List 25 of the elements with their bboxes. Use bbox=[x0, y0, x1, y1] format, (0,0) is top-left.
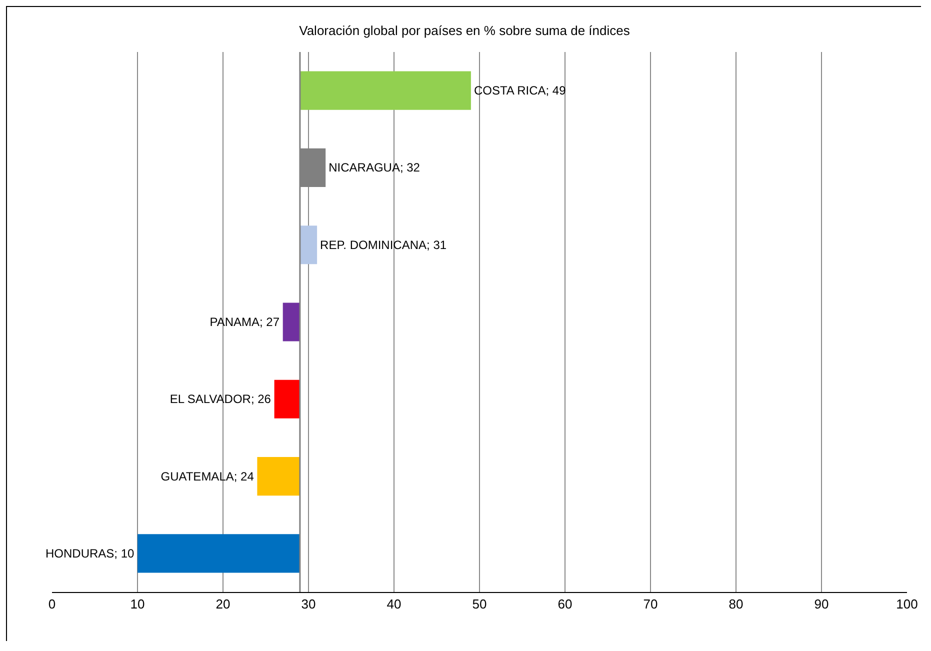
bar bbox=[138, 534, 300, 573]
data-label: COSTA RICA; 49 bbox=[474, 84, 566, 98]
chart-title: Valoración global por países en % sobre suma de índices bbox=[299, 23, 630, 38]
bar bbox=[274, 380, 300, 418]
data-label: PANAMA; 27 bbox=[210, 315, 280, 329]
bar bbox=[282, 302, 300, 342]
x-tick-label: 70 bbox=[643, 596, 658, 612]
data-label: EL SALVADOR; 26 bbox=[170, 392, 272, 406]
x-tick-label: 0 bbox=[48, 596, 56, 612]
x-tick-label: 50 bbox=[472, 596, 487, 612]
x-tick-label: 90 bbox=[814, 596, 829, 612]
bar bbox=[300, 226, 318, 264]
x-tick-label: 40 bbox=[386, 596, 402, 612]
bar bbox=[300, 71, 471, 110]
x-tick-label: 20 bbox=[216, 596, 230, 612]
data-label: REP. DOMINICANA; 31 bbox=[320, 238, 447, 252]
data-label: NICARAGUA; 32 bbox=[328, 160, 420, 175]
data-label: GUATEMALA; 24 bbox=[160, 469, 254, 484]
x-tick-label: 60 bbox=[558, 596, 572, 612]
x-tick-label: 10 bbox=[130, 596, 145, 612]
x-tick-label: 80 bbox=[728, 596, 744, 612]
x-tick-label: 100 bbox=[896, 596, 918, 612]
data-label: HONDURAS; 10 bbox=[45, 546, 134, 560]
bar bbox=[257, 457, 300, 496]
x-tick-label: 30 bbox=[301, 596, 316, 612]
